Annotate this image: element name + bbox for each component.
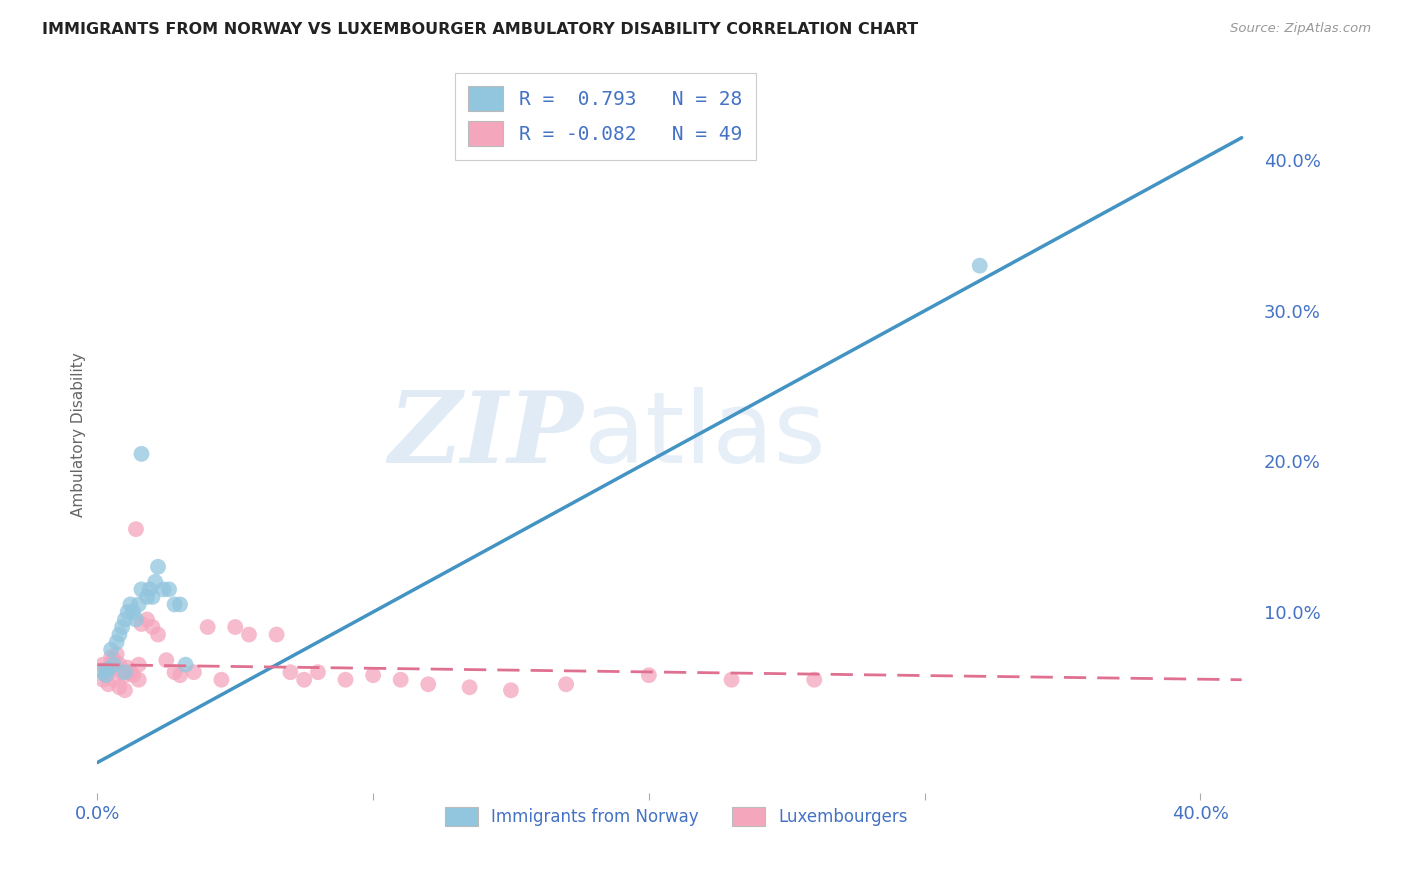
Point: [157, 582, 180, 597]
Point: [131, 582, 153, 597]
Point: [128, 673, 150, 687]
Point: [97, 662, 120, 676]
Point: [143, 574, 166, 589]
Y-axis label: Ambulatory Disability: Ambulatory Disability: [72, 352, 86, 517]
Point: [803, 673, 825, 687]
Point: [499, 683, 522, 698]
Point: [125, 522, 148, 536]
Point: [141, 620, 163, 634]
Point: [131, 617, 153, 632]
Point: [197, 620, 219, 634]
Point: [224, 620, 246, 634]
Point: [307, 665, 329, 680]
Point: [114, 668, 136, 682]
Point: [139, 582, 162, 597]
Point: [114, 683, 136, 698]
Point: [458, 680, 481, 694]
Point: [105, 635, 128, 649]
Point: [91, 673, 114, 687]
Point: [125, 613, 148, 627]
Point: [155, 653, 177, 667]
Point: [103, 657, 125, 672]
Point: [100, 650, 122, 665]
Text: IMMIGRANTS FROM NORWAY VS LUXEMBOURGER AMBULATORY DISABILITY CORRELATION CHART: IMMIGRANTS FROM NORWAY VS LUXEMBOURGER A…: [42, 22, 918, 37]
Point: [114, 613, 136, 627]
Point: [174, 657, 197, 672]
Point: [163, 598, 186, 612]
Point: [136, 590, 159, 604]
Point: [169, 668, 191, 682]
Point: [120, 665, 142, 680]
Point: [122, 605, 145, 619]
Point: [280, 665, 302, 680]
Point: [120, 665, 142, 680]
Point: [361, 668, 384, 682]
Point: [169, 598, 191, 612]
Point: [969, 259, 991, 273]
Point: [209, 673, 232, 687]
Text: atlas: atlas: [583, 386, 825, 483]
Point: [238, 627, 260, 641]
Point: [111, 620, 134, 634]
Point: [108, 627, 131, 641]
Point: [136, 613, 159, 627]
Text: ZIP: ZIP: [389, 387, 583, 483]
Point: [152, 582, 174, 597]
Point: [122, 668, 145, 682]
Point: [103, 653, 125, 667]
Point: [114, 665, 136, 680]
Point: [418, 677, 440, 691]
Point: [100, 642, 122, 657]
Text: Source: ZipAtlas.com: Source: ZipAtlas.com: [1230, 22, 1371, 36]
Point: [292, 673, 315, 687]
Point: [91, 657, 114, 672]
Point: [111, 665, 134, 680]
Point: [108, 680, 131, 694]
Point: [128, 598, 150, 612]
Point: [146, 559, 169, 574]
Point: [94, 662, 117, 676]
Point: [720, 673, 742, 687]
Point: [637, 668, 659, 682]
Point: [131, 447, 153, 461]
Point: [103, 673, 125, 687]
Point: [555, 677, 578, 691]
Point: [108, 657, 131, 672]
Point: [266, 627, 288, 641]
Point: [163, 665, 186, 680]
Point: [335, 673, 357, 687]
Point: [183, 665, 205, 680]
Point: [117, 605, 139, 619]
Legend: Immigrants from Norway, Luxembourgers: Immigrants from Norway, Luxembourgers: [436, 799, 917, 834]
Point: [141, 590, 163, 604]
Point: [94, 668, 117, 682]
Point: [389, 673, 412, 687]
Point: [91, 665, 114, 680]
Point: [97, 677, 120, 691]
Point: [146, 627, 169, 641]
Point: [128, 657, 150, 672]
Point: [120, 598, 142, 612]
Point: [117, 661, 139, 675]
Point: [97, 665, 120, 680]
Point: [105, 647, 128, 661]
